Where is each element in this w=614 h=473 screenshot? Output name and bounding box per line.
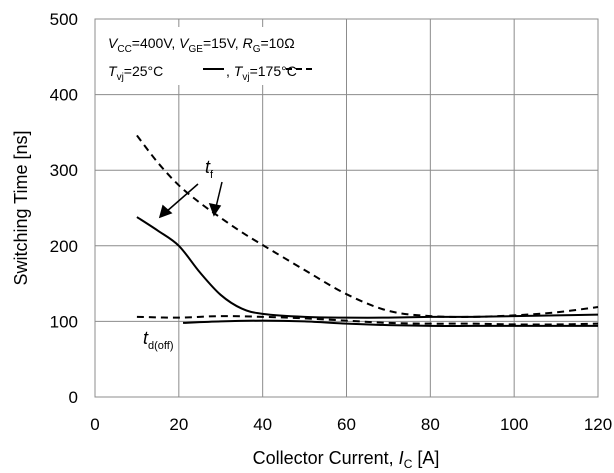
tf-arrowhead-left <box>158 204 173 219</box>
tick-labels: 0 20 40 60 80 100 120 0 100 200 300 400 500 <box>50 10 613 434</box>
tf-arrowhead-right <box>208 203 222 217</box>
series-line-tdoff-175 <box>136 315 599 326</box>
series-line-tdoff-25 <box>182 319 598 327</box>
tf-label: tf <box>205 157 214 181</box>
x-tick-label: 40 <box>253 415 272 434</box>
tf-arrow-left <box>165 183 199 213</box>
x-tick-label: 120 <box>584 415 612 434</box>
series-line-tf-175 <box>136 134 599 318</box>
tf-arrows <box>158 181 223 219</box>
x-tick-label: 60 <box>337 415 356 434</box>
legend: VCC=400V, VGE=15V, RG=10Ω Tvj=25°C , Tvj… <box>102 27 328 85</box>
series-group <box>136 134 599 327</box>
temp-25-label: Tvj=25°C <box>108 63 163 83</box>
legend-box <box>102 27 328 85</box>
y-tick-label: 500 <box>50 10 78 29</box>
x-tick-label: 80 <box>421 415 440 434</box>
tf-arrow-right <box>215 181 223 208</box>
y-tick-label: 200 <box>50 237 78 256</box>
plot-frame <box>94 18 599 398</box>
y-tick-label: 0 <box>69 388 78 407</box>
y-axis-title: Switching Time [ns] <box>11 130 31 285</box>
x-tick-label: 0 <box>90 415 99 434</box>
conditions-text: VCC=400V, VGE=15V, RG=10Ω <box>108 35 295 55</box>
y-tick-label: 300 <box>50 161 78 180</box>
x-axis-title: Collector Current, IC [A] <box>253 448 440 471</box>
x-tick-label: 20 <box>169 415 188 434</box>
y-tick-label: 100 <box>50 312 78 331</box>
x-tick-label: 100 <box>500 415 528 434</box>
tdoff-label: td(off) <box>143 328 174 352</box>
temp-175-label: , Tvj=175°C <box>226 63 297 83</box>
y-tick-label: 400 <box>50 86 78 105</box>
